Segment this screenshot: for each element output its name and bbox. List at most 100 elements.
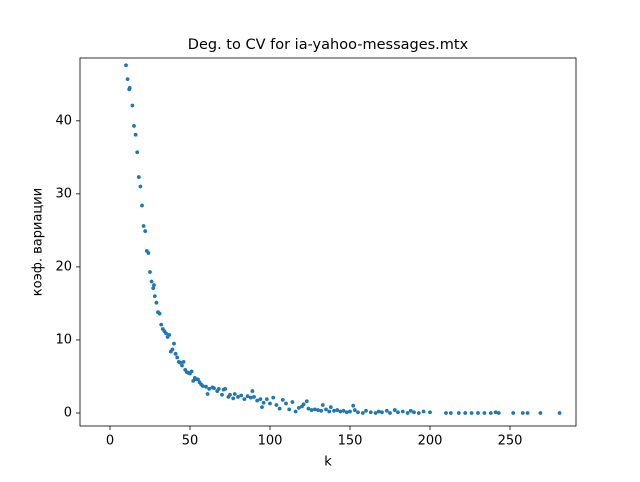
y-tick-label: 10 [55,332,72,347]
point [245,394,250,399]
x-tick-label: 150 [338,434,363,449]
point [277,406,282,411]
point [252,395,256,399]
point [463,411,468,415]
point [405,411,410,415]
point [348,409,352,414]
point [196,377,200,382]
point [296,405,301,410]
point [444,411,448,415]
point [138,184,143,189]
point [388,411,392,415]
point [469,411,474,415]
x-tick-label: 0 [106,434,114,449]
chart-title: Deg. to CV for ia-yahoo-messages.mtx [188,37,469,53]
point [149,279,154,284]
point [396,410,400,415]
point [287,407,292,412]
point [352,408,357,412]
point [271,395,276,400]
point [364,408,368,413]
point [293,409,298,414]
point [351,403,356,408]
point [344,410,349,415]
point [380,410,384,415]
point [220,392,224,397]
point [319,408,324,413]
point [306,406,311,411]
point [320,403,325,407]
point [312,407,317,412]
point [428,410,432,415]
point [250,389,255,393]
point [236,395,240,399]
point [207,386,212,391]
point [130,103,135,108]
point [384,408,389,413]
point [180,363,184,368]
point [175,355,180,360]
point [258,397,263,402]
point [376,409,381,414]
point [525,411,530,415]
y-axis-label: коэф. вариации [31,188,46,296]
point [152,283,156,288]
point [373,411,378,415]
point [496,411,501,415]
point [264,397,269,402]
point [232,392,237,396]
point [151,286,156,290]
point [557,411,562,415]
x-tick-label: 200 [418,434,443,449]
point [152,294,157,299]
point [520,411,525,415]
point [159,322,164,327]
point [538,411,543,415]
point [284,401,288,406]
point [124,63,128,68]
plot-frame [79,57,577,427]
point [127,86,132,90]
point [212,386,216,391]
point [338,409,343,414]
point [157,311,162,316]
point [421,409,426,414]
point [392,408,397,412]
point [416,411,421,415]
point [248,395,253,400]
point [189,369,194,374]
point [141,224,146,228]
x-tick-label: 250 [498,434,523,449]
point [136,175,141,179]
point [133,132,138,137]
point [368,410,373,415]
point [327,409,332,414]
point [167,332,172,337]
point [482,411,487,415]
point [204,384,208,389]
point [304,399,309,404]
point [231,396,236,401]
point [476,411,480,415]
point [360,411,365,415]
point [255,398,260,403]
point [324,407,328,412]
point [400,409,405,414]
point [164,331,168,336]
point [146,251,151,255]
point [170,347,175,352]
y-tick-label: 20 [55,259,72,274]
point [341,408,346,413]
point [356,410,360,415]
point [290,400,295,404]
point [125,77,130,82]
point [178,360,183,365]
point [274,403,279,407]
point [181,359,186,364]
point [260,405,264,410]
point [488,411,493,415]
y-tick-label: 30 [55,186,72,201]
point [280,397,285,402]
